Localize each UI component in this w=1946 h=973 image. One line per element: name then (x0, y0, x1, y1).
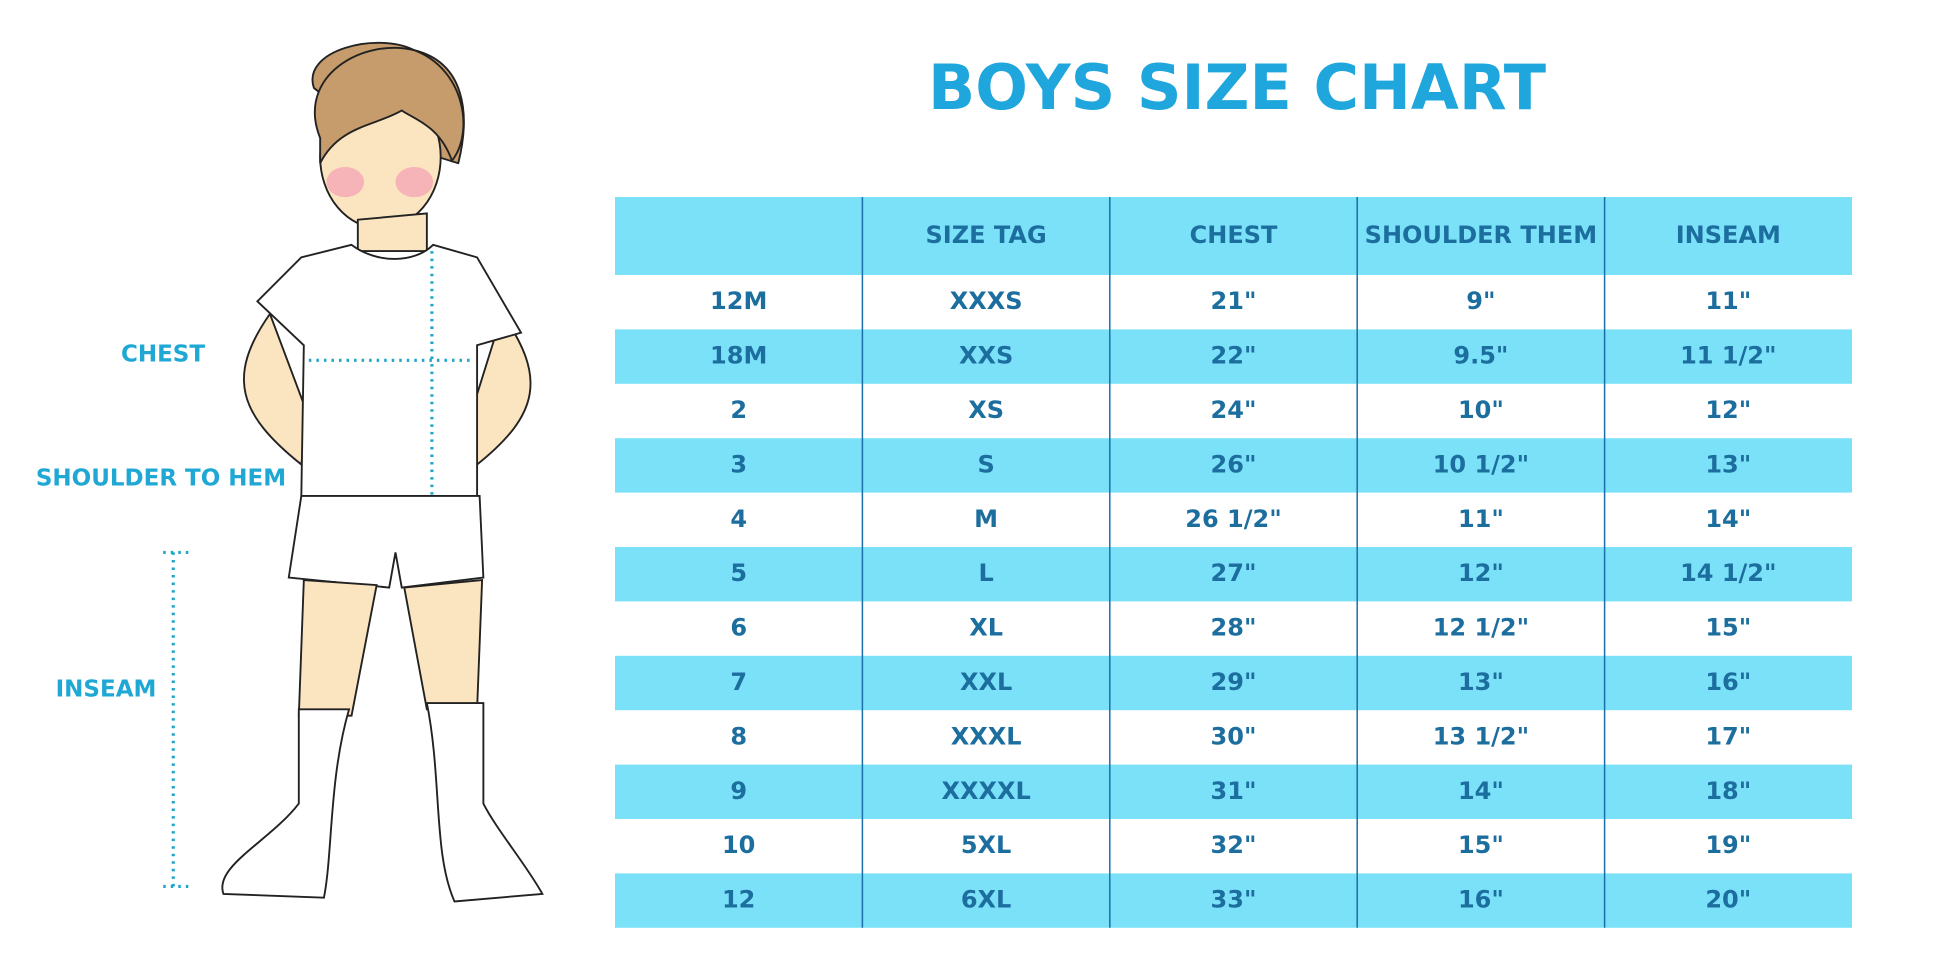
table-cell: XXL (960, 668, 1012, 696)
table-cell: 9" (1466, 287, 1495, 315)
table-cell: 12" (1458, 559, 1504, 587)
table-cell: XXXL (951, 722, 1022, 750)
table-cell: XXXS (950, 287, 1023, 315)
row-band (615, 655, 1852, 711)
table-cell: 17" (1705, 722, 1751, 750)
table-cell: 5XL (961, 831, 1012, 859)
table-cell: 11 1/2" (1680, 342, 1776, 370)
table-cell: 16" (1458, 886, 1504, 914)
table-cell: 13 1/2" (1433, 722, 1529, 750)
table-cell: 24" (1211, 396, 1257, 424)
table-cell: 21" (1211, 287, 1257, 315)
table-cell: 16" (1705, 668, 1751, 696)
table-cell: 13" (1458, 668, 1504, 696)
table-cell: 7 (730, 668, 747, 696)
table-cell: 10 1/2" (1433, 450, 1529, 478)
table-cell: 8 (730, 722, 747, 750)
table-cell: 14" (1458, 777, 1504, 805)
table-cell: 10" (1458, 396, 1504, 424)
table-cell: XXS (959, 342, 1013, 370)
title: BOYS SIZE CHART (928, 51, 1546, 124)
table-cell: 15" (1458, 831, 1504, 859)
table-cell: 33" (1211, 886, 1257, 914)
header-cell: SIZE TAG (926, 221, 1047, 249)
table-cell: 26 1/2" (1185, 505, 1281, 533)
table-cell: L (978, 559, 993, 587)
row-band (615, 438, 1852, 493)
table-cell: 14" (1705, 505, 1751, 533)
row-band (615, 547, 1852, 602)
row-band (615, 764, 1852, 819)
table-cell: 12 (722, 886, 755, 914)
table-cell: 9 (730, 777, 747, 805)
table-cell: 12 1/2" (1433, 614, 1529, 642)
table-cell: S (977, 450, 994, 478)
table-cell: 15" (1705, 614, 1751, 642)
table-cell: 27" (1211, 559, 1257, 587)
table-cell: 6XL (961, 886, 1012, 914)
table-cell: 22" (1211, 342, 1257, 370)
table-cell: 28" (1211, 614, 1257, 642)
table-cell: 12" (1705, 396, 1751, 424)
shoulder-label: SHOULDER TO HEM (36, 466, 286, 492)
table-cell: M (974, 505, 998, 533)
table-cell: 29" (1211, 668, 1257, 696)
row-band (615, 329, 1852, 384)
table-cell: 19" (1705, 831, 1751, 859)
table-cell: 31" (1211, 777, 1257, 805)
table-cell: 13" (1705, 450, 1751, 478)
table-cell: 18M (710, 342, 767, 370)
boy-figure (163, 42, 544, 903)
chest-label: CHEST (121, 342, 205, 368)
table-cell: 3 (730, 450, 747, 478)
table-cell: 6 (730, 614, 747, 642)
inseam-label: INSEAM (56, 677, 157, 703)
table-cell: 26" (1211, 450, 1257, 478)
table-cell: 32" (1211, 831, 1257, 859)
table-cell: 2 (730, 396, 747, 424)
table-cell: XL (969, 614, 1003, 642)
table-cell: XXXXL (941, 777, 1030, 805)
table-cell: 18" (1705, 777, 1751, 805)
header-cell: SHOULDER THEM (1365, 221, 1597, 249)
table-cell: 30" (1211, 722, 1257, 750)
header-cell: INSEAM (1676, 221, 1781, 249)
table-cell: 14 1/2" (1680, 559, 1776, 587)
table-cell: 4 (730, 505, 747, 533)
table-cell: 11" (1458, 505, 1504, 533)
table-cell: 12M (710, 287, 767, 315)
table-cell: 20" (1705, 886, 1751, 914)
table-cell: 5 (730, 559, 747, 587)
table-cell: XS (968, 396, 1004, 424)
table-cell: 11" (1705, 287, 1751, 315)
table-cell: 9.5" (1453, 342, 1508, 370)
table-cell: 10 (722, 831, 755, 859)
row-band (615, 873, 1852, 928)
header-cell: CHEST (1190, 221, 1278, 249)
header-row (615, 197, 1852, 275)
